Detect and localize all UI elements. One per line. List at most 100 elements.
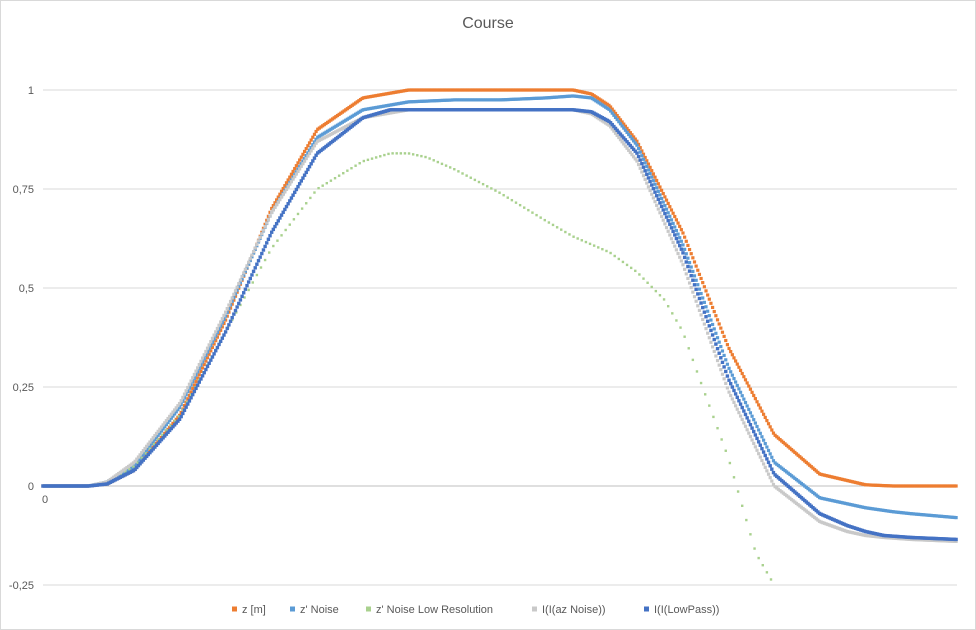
data-point xyxy=(161,436,165,440)
data-point xyxy=(311,135,315,139)
data-point xyxy=(727,390,731,394)
data-point xyxy=(880,508,884,512)
data-point xyxy=(322,123,326,127)
data-point xyxy=(844,529,848,533)
data-point xyxy=(429,88,433,92)
data-point xyxy=(625,263,629,267)
data-point xyxy=(679,228,683,232)
data-point xyxy=(329,179,333,182)
data-point xyxy=(845,478,850,483)
data-point xyxy=(546,88,550,92)
data-point xyxy=(916,512,920,516)
data-point xyxy=(775,462,779,466)
data-point xyxy=(725,343,730,347)
data-point xyxy=(918,512,922,517)
data-point xyxy=(534,88,539,92)
data-point xyxy=(210,340,215,344)
data-point xyxy=(691,290,695,294)
data-point xyxy=(669,208,674,212)
data-point xyxy=(130,466,134,470)
data-point xyxy=(148,447,152,450)
data-point xyxy=(531,96,535,101)
data-point xyxy=(533,88,537,92)
data-point xyxy=(900,511,904,515)
data-point xyxy=(497,88,501,92)
data-point xyxy=(655,178,659,183)
data-point xyxy=(355,100,359,104)
y-tick-label: 0,75 xyxy=(13,184,34,196)
data-point xyxy=(370,157,374,160)
data-point xyxy=(307,164,312,169)
data-point xyxy=(156,429,160,433)
data-point xyxy=(374,156,378,159)
data-point xyxy=(666,218,670,223)
data-point xyxy=(149,449,154,453)
data-point xyxy=(483,98,488,102)
data-point xyxy=(789,497,794,502)
series-5 xyxy=(41,108,958,542)
data-point xyxy=(668,222,672,226)
data-point xyxy=(839,527,843,531)
data-point xyxy=(757,403,761,407)
data-point xyxy=(613,131,618,135)
data-point xyxy=(217,327,221,331)
data-point xyxy=(291,169,295,174)
data-point xyxy=(623,124,628,128)
data-point xyxy=(576,94,580,99)
data-point xyxy=(916,538,920,542)
data-point xyxy=(156,441,160,446)
data-point xyxy=(839,477,843,481)
data-point xyxy=(173,412,177,416)
data-point xyxy=(756,440,761,444)
data-point xyxy=(169,424,172,427)
data-point xyxy=(487,98,491,102)
data-point xyxy=(704,315,708,319)
data-point xyxy=(827,498,832,502)
data-point xyxy=(704,289,708,293)
data-point xyxy=(737,387,741,391)
data-point xyxy=(182,408,187,413)
data-point xyxy=(878,535,883,539)
data-point xyxy=(500,88,504,92)
data-point xyxy=(326,134,330,138)
data-point xyxy=(186,385,190,390)
data-point xyxy=(455,88,460,92)
data-point xyxy=(419,99,423,103)
data-point xyxy=(340,126,345,130)
data-point xyxy=(882,535,886,540)
data-point xyxy=(824,497,828,501)
data-point xyxy=(601,247,604,251)
data-point xyxy=(678,224,682,228)
data-point xyxy=(171,425,175,429)
data-point xyxy=(305,202,308,205)
data-point xyxy=(278,198,282,202)
data-point xyxy=(697,296,702,301)
data-point xyxy=(613,115,618,120)
data-point xyxy=(857,481,861,485)
data-point xyxy=(669,226,674,230)
data-point xyxy=(182,396,187,400)
data-point xyxy=(683,267,687,271)
data-point xyxy=(732,476,736,479)
data-point xyxy=(514,201,518,204)
data-point xyxy=(705,319,710,323)
data-point xyxy=(765,571,769,574)
data-point xyxy=(653,182,657,186)
data-point xyxy=(296,167,300,171)
data-point xyxy=(197,362,201,367)
data-point xyxy=(755,436,759,441)
data-point xyxy=(207,343,211,347)
data-point xyxy=(595,100,600,104)
data-point xyxy=(676,232,680,236)
data-point xyxy=(406,100,410,104)
data-point xyxy=(673,233,677,237)
data-point xyxy=(276,200,280,204)
data-point xyxy=(778,437,782,442)
data-point xyxy=(283,207,287,212)
data-point xyxy=(630,133,634,137)
data-point xyxy=(289,196,294,200)
data-point xyxy=(152,442,156,446)
data-point xyxy=(263,258,267,262)
data-point xyxy=(571,88,575,92)
data-point xyxy=(816,494,820,498)
